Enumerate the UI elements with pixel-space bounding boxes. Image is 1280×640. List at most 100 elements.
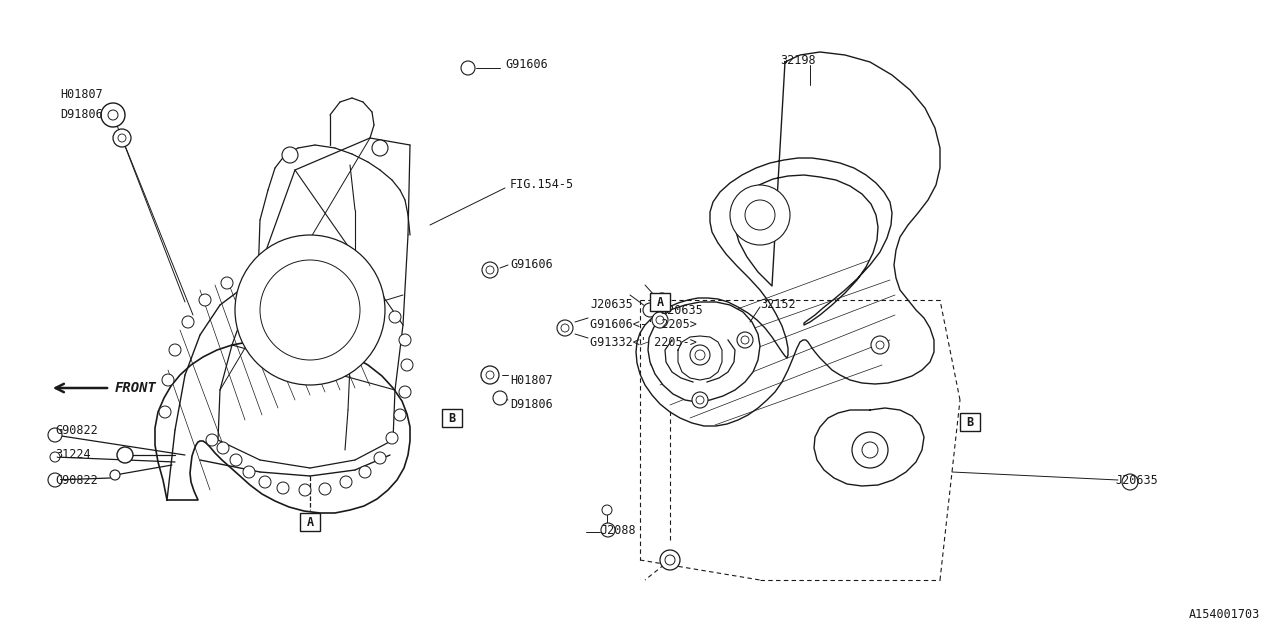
Circle shape: [246, 267, 259, 279]
Text: A: A: [306, 515, 314, 529]
Circle shape: [221, 277, 233, 289]
Circle shape: [372, 140, 388, 156]
FancyBboxPatch shape: [442, 409, 462, 427]
Circle shape: [243, 466, 255, 478]
Circle shape: [108, 110, 118, 120]
Circle shape: [745, 200, 774, 230]
Circle shape: [118, 134, 125, 142]
FancyBboxPatch shape: [300, 513, 320, 531]
Text: A154001703: A154001703: [1189, 609, 1260, 621]
Circle shape: [163, 374, 174, 386]
Circle shape: [319, 483, 332, 495]
Circle shape: [300, 484, 311, 496]
Circle shape: [483, 262, 498, 278]
Circle shape: [399, 334, 411, 346]
Text: G91606<-' 2205>: G91606<-' 2205>: [590, 319, 696, 332]
Circle shape: [561, 324, 570, 332]
FancyBboxPatch shape: [650, 293, 669, 311]
FancyBboxPatch shape: [960, 413, 980, 431]
Text: 32152: 32152: [760, 298, 796, 312]
Circle shape: [276, 482, 289, 494]
Circle shape: [159, 406, 172, 418]
Text: H01807: H01807: [60, 88, 102, 102]
Circle shape: [696, 396, 704, 404]
Text: B: B: [448, 412, 456, 424]
Circle shape: [486, 371, 494, 379]
Text: G91606: G91606: [509, 259, 553, 271]
Circle shape: [876, 341, 884, 349]
Circle shape: [461, 61, 475, 75]
Circle shape: [861, 442, 878, 458]
Text: FIG.154-5: FIG.154-5: [509, 179, 575, 191]
Circle shape: [282, 147, 298, 163]
Circle shape: [101, 103, 125, 127]
Circle shape: [1123, 474, 1138, 490]
Polygon shape: [814, 408, 924, 486]
Text: G91332<' 2205->: G91332<' 2205->: [590, 335, 696, 349]
Circle shape: [602, 505, 612, 515]
Text: G90822: G90822: [55, 424, 97, 436]
Circle shape: [273, 262, 284, 274]
Circle shape: [557, 320, 573, 336]
Circle shape: [182, 316, 195, 328]
Circle shape: [358, 466, 371, 478]
Circle shape: [387, 432, 398, 444]
Circle shape: [741, 336, 749, 344]
Circle shape: [655, 293, 669, 307]
Circle shape: [660, 550, 680, 570]
Circle shape: [206, 434, 218, 446]
Circle shape: [730, 185, 790, 245]
Polygon shape: [636, 52, 940, 426]
Circle shape: [657, 316, 664, 324]
Circle shape: [690, 345, 710, 365]
Text: G91606: G91606: [506, 58, 548, 72]
Circle shape: [49, 473, 61, 487]
Circle shape: [643, 303, 657, 317]
Text: D91806: D91806: [60, 109, 102, 122]
Circle shape: [737, 332, 753, 348]
Circle shape: [493, 391, 507, 405]
Circle shape: [389, 311, 401, 323]
Text: FRONT: FRONT: [115, 381, 157, 395]
Circle shape: [666, 555, 675, 565]
Text: H01807: H01807: [509, 374, 553, 387]
Text: 31224: 31224: [55, 449, 91, 461]
Circle shape: [399, 386, 411, 398]
Circle shape: [481, 366, 499, 384]
Circle shape: [49, 428, 61, 442]
Circle shape: [351, 276, 364, 288]
Circle shape: [401, 359, 413, 371]
Circle shape: [486, 266, 494, 274]
Circle shape: [372, 292, 384, 304]
Text: J20635: J20635: [590, 298, 632, 312]
Circle shape: [340, 476, 352, 488]
Circle shape: [260, 260, 360, 360]
Circle shape: [169, 344, 180, 356]
Circle shape: [236, 235, 385, 385]
Circle shape: [326, 266, 338, 278]
Text: D91806: D91806: [509, 399, 553, 412]
Polygon shape: [648, 302, 760, 402]
Text: J20635: J20635: [660, 303, 703, 317]
Text: J2088: J2088: [600, 524, 636, 536]
Circle shape: [870, 336, 890, 354]
Circle shape: [230, 454, 242, 466]
Circle shape: [50, 452, 60, 462]
Circle shape: [218, 442, 229, 454]
Circle shape: [198, 294, 211, 306]
Text: G90822: G90822: [55, 474, 97, 486]
Text: J20635: J20635: [1115, 474, 1157, 486]
Circle shape: [652, 312, 668, 328]
Circle shape: [394, 409, 406, 421]
Circle shape: [374, 452, 387, 464]
Circle shape: [113, 129, 131, 147]
Circle shape: [300, 261, 311, 273]
Circle shape: [259, 476, 271, 488]
Text: 32198: 32198: [780, 54, 815, 67]
Circle shape: [116, 447, 133, 463]
Circle shape: [695, 350, 705, 360]
Text: A: A: [657, 296, 663, 308]
Circle shape: [852, 432, 888, 468]
Circle shape: [602, 523, 614, 537]
Polygon shape: [155, 340, 410, 513]
